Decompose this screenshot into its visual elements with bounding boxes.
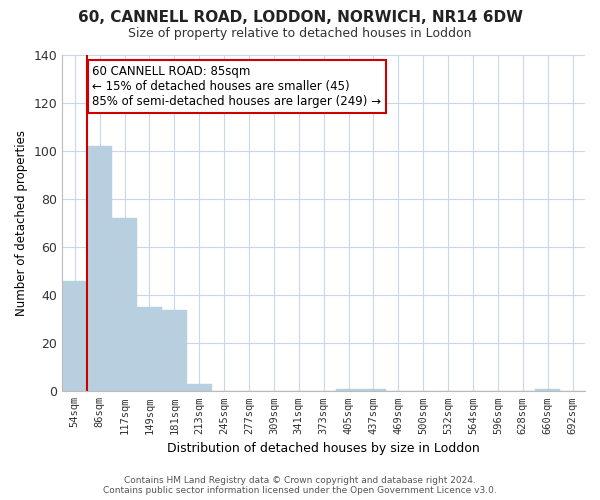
Bar [187,384,212,392]
X-axis label: Distribution of detached houses by size in Loddon: Distribution of detached houses by size … [167,442,480,455]
Text: 60 CANNELL ROAD: 85sqm
← 15% of detached houses are smaller (45)
85% of semi-det: 60 CANNELL ROAD: 85sqm ← 15% of detached… [92,65,382,108]
Bar [137,307,162,392]
Bar [336,389,361,392]
Bar [162,310,187,392]
Text: Contains HM Land Registry data © Crown copyright and database right 2024.
Contai: Contains HM Land Registry data © Crown c… [103,476,497,495]
Bar [112,218,137,392]
Bar [361,389,386,392]
Bar [62,281,87,392]
Bar [535,389,560,392]
Text: 60, CANNELL ROAD, LODDON, NORWICH, NR14 6DW: 60, CANNELL ROAD, LODDON, NORWICH, NR14 … [77,10,523,25]
Bar [87,146,112,392]
Text: Size of property relative to detached houses in Loddon: Size of property relative to detached ho… [128,28,472,40]
Y-axis label: Number of detached properties: Number of detached properties [15,130,28,316]
